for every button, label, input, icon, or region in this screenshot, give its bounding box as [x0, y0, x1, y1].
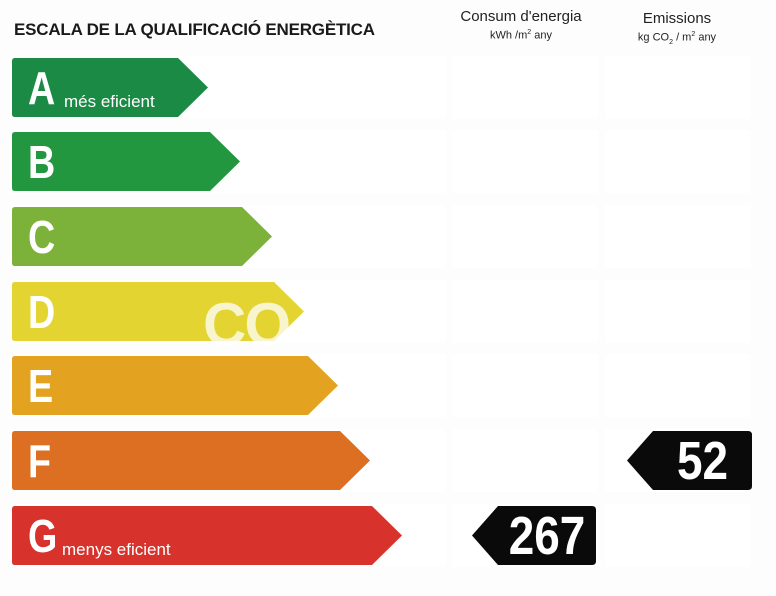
- class-description: més eficient: [64, 92, 155, 111]
- consum-cell-f: [452, 429, 598, 492]
- consum-unit-sup: 2: [527, 29, 532, 36]
- consum-value-tag-number: 267: [508, 506, 586, 566]
- consum-unit: kWh /m2 any: [448, 29, 594, 42]
- arrow-shape: [12, 58, 208, 117]
- emissions-unit-sub: 2: [669, 38, 674, 46]
- class-arrow-e: E: [12, 356, 338, 415]
- class-letter: F: [28, 435, 52, 487]
- class-letter: B: [28, 136, 56, 188]
- consum-unit-tail: any: [531, 29, 552, 42]
- consum-cell-e: [452, 354, 598, 417]
- emissions-cell-b: [605, 130, 751, 193]
- emissions-unit-sup: 2: [691, 31, 696, 38]
- class-letter: D: [28, 286, 56, 338]
- class-arrow-c: C: [12, 207, 272, 266]
- class-description: menys eficient: [62, 540, 171, 559]
- emissions-unit-mid: / m: [673, 31, 692, 44]
- emissions-unit-tail: any: [695, 31, 717, 44]
- arrow-shape: [12, 431, 370, 490]
- class-letter: G: [28, 510, 58, 562]
- consum-cell-a: [452, 56, 598, 119]
- arrow-shape: [12, 506, 402, 565]
- watermark: CO: [203, 291, 291, 358]
- emissions-value-tag-number: 52: [676, 431, 729, 491]
- emissions-cell-d: [605, 280, 751, 343]
- arrow-shape: [12, 207, 272, 266]
- value-tag-shape: [472, 506, 596, 565]
- arrow-shape: [12, 132, 240, 191]
- arrow-shape: [12, 356, 338, 415]
- emissions-unit: kg CO2 / m2 any: [604, 31, 750, 46]
- emissions-unit-text: kg CO: [637, 31, 670, 44]
- emissions-cell-e: [605, 354, 751, 417]
- consum-cell-c: [452, 205, 598, 268]
- emissions-cell-g: [605, 504, 751, 567]
- value-tag-shape: [627, 431, 752, 490]
- emissions-header-label: Emissions: [642, 10, 712, 27]
- emissions-cell-c: [605, 205, 751, 268]
- consum-cell-d: [452, 280, 598, 343]
- emissions-column-header: Emissions kg CO2 / m2 any: [604, 10, 750, 46]
- arrow-shape: [12, 282, 304, 341]
- consum-column-header: Consum d'energia kWh /m2 any: [448, 8, 594, 42]
- class-arrow-b: B: [12, 132, 240, 191]
- emissions-cell-a: [605, 56, 751, 119]
- emissions-value-tag: 52: [627, 431, 752, 491]
- page-title: ESCALA DE LA QUALIFICACIÓ ENERGÈTICA: [14, 20, 375, 39]
- class-letter: C: [28, 211, 56, 263]
- consum-header-label: Consum d'energia: [460, 8, 582, 25]
- consum-value-tag: 267: [472, 506, 596, 566]
- class-arrow-d: D: [12, 282, 304, 341]
- class-letter: A: [28, 62, 56, 114]
- consum-cell-b: [452, 130, 598, 193]
- class-arrow-f: F: [12, 431, 370, 490]
- consum-unit-text: kWh /m: [490, 29, 528, 42]
- class-letter: E: [28, 360, 54, 412]
